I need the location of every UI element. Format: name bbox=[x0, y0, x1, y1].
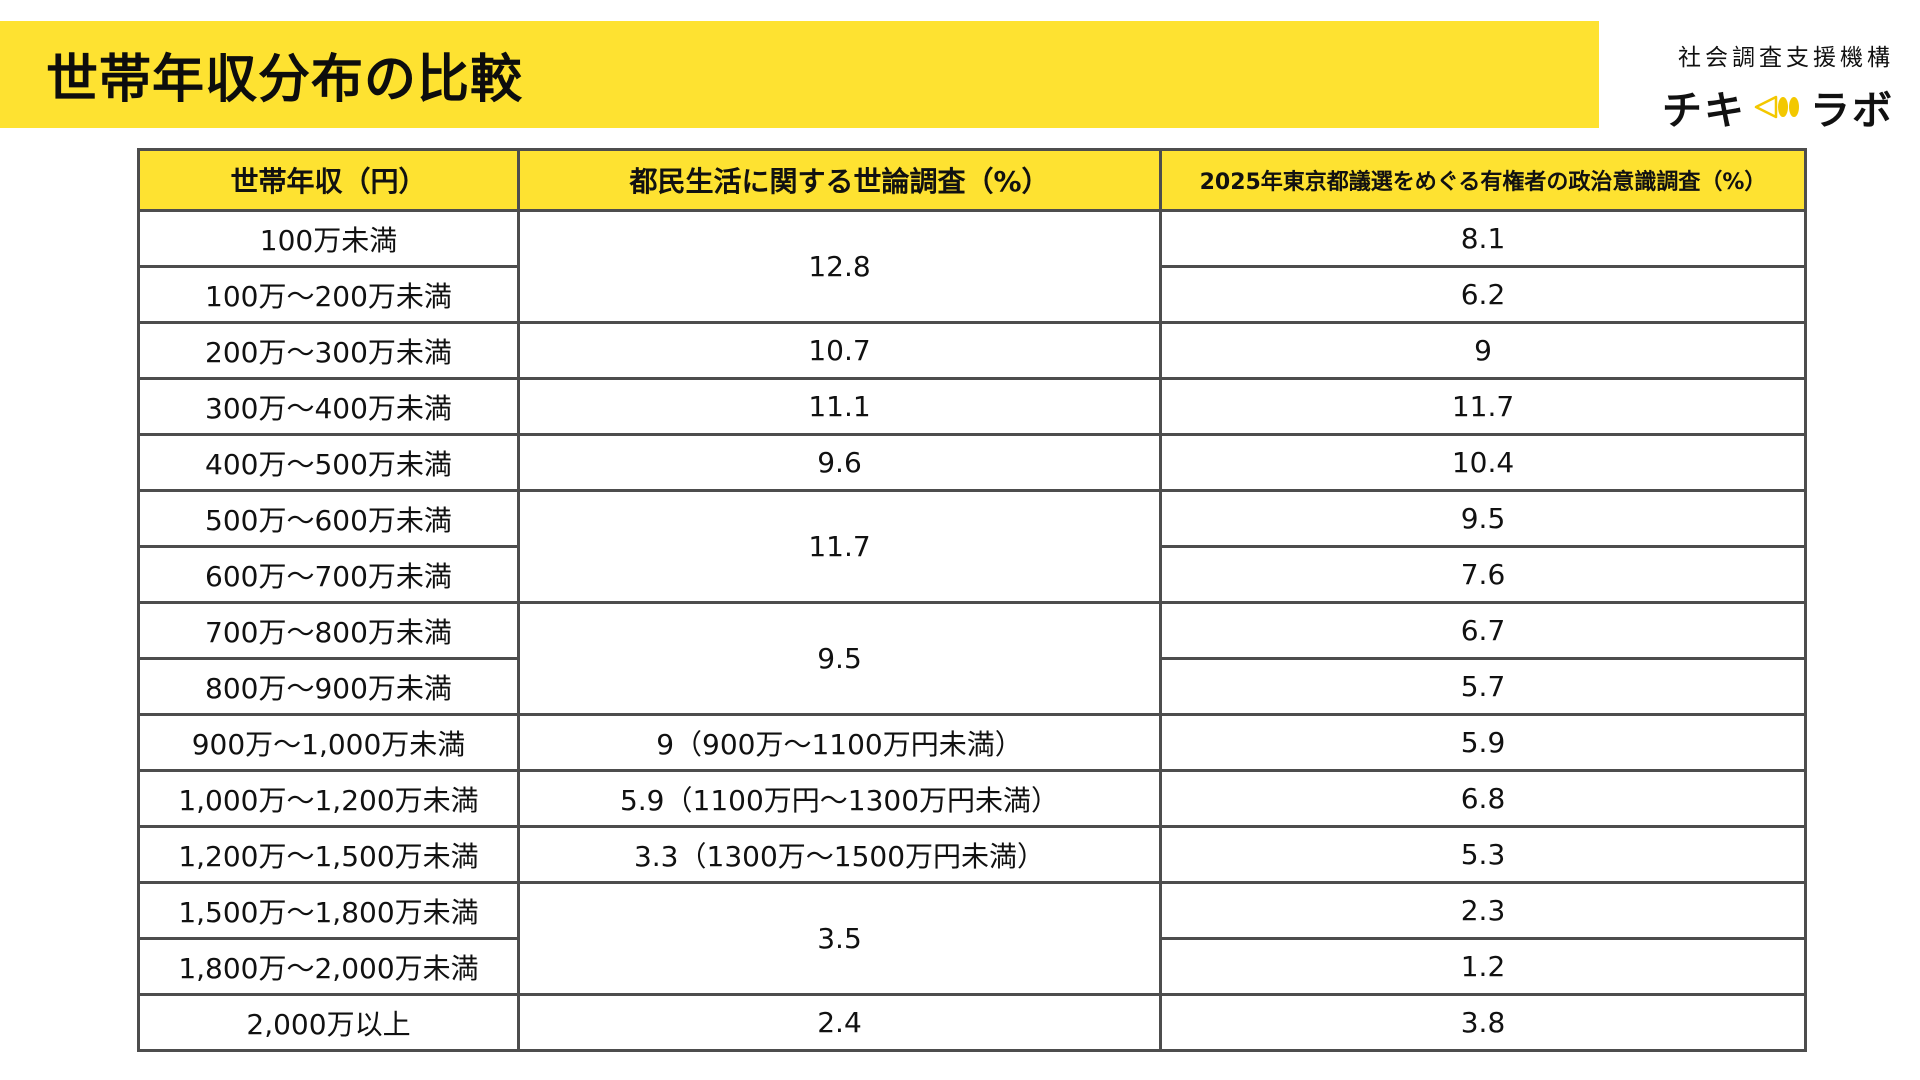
cell-survey-election: 9 bbox=[1159, 321, 1807, 380]
cell-survey-tokyo-life: 9.6 bbox=[517, 433, 1162, 492]
brand-logo: 社会調査支援機構 チキ ラボ bbox=[1632, 38, 1894, 136]
cell-survey-election: 10.4 bbox=[1159, 433, 1807, 492]
cell-income: 600万～700万未満 bbox=[137, 545, 520, 604]
cell-survey-election: 9.5 bbox=[1159, 489, 1807, 548]
cell-survey-election: 6.7 bbox=[1159, 601, 1807, 660]
cell-survey-tokyo-life: 2.4 bbox=[517, 993, 1162, 1052]
header-survey-tokyo-life: 都民生活に関する世論調査（%） bbox=[517, 148, 1162, 212]
table-row: 800万～900万未満 5.7 bbox=[137, 657, 1807, 716]
header-survey-election: 2025年東京都議選をめぐる有権者の政治意識調査（%） bbox=[1159, 148, 1807, 212]
cell-survey-election: 11.7 bbox=[1159, 377, 1807, 436]
cell-survey-election: 3.8 bbox=[1159, 993, 1807, 1052]
cell-survey-election: 5.3 bbox=[1159, 825, 1807, 884]
cell-survey-tokyo-life: 11.7 bbox=[517, 489, 1162, 604]
cell-survey-tokyo-life: 9.5 bbox=[517, 601, 1162, 716]
megaphone-icon bbox=[1754, 94, 1802, 120]
cell-survey-election: 8.1 bbox=[1159, 209, 1807, 268]
table-row: 600万～700万未満 7.6 bbox=[137, 545, 1807, 604]
table-row: 500万～600万未満 11.7 9.5 bbox=[137, 489, 1807, 604]
cell-survey-election: 5.9 bbox=[1159, 713, 1807, 772]
cell-survey-election: 6.2 bbox=[1159, 265, 1807, 324]
title-bar: 世帯年収分布の比較 bbox=[0, 21, 1599, 128]
table-row: 700万～800万未満 9.5 6.7 bbox=[137, 601, 1807, 716]
brand-org-name: 社会調査支援機構 bbox=[1678, 45, 1894, 71]
table-row: 300万～400万未満 11.1 11.7 bbox=[137, 377, 1807, 436]
cell-survey-election: 1.2 bbox=[1159, 937, 1807, 996]
cell-income: 100万～200万未満 bbox=[137, 265, 520, 324]
cell-income: 2,000万以上 bbox=[137, 993, 520, 1052]
cell-income: 1,800万～2,000万未満 bbox=[137, 937, 520, 996]
cell-income: 900万～1,000万未満 bbox=[137, 713, 520, 772]
brand-logo-right-text: ラボ bbox=[1810, 88, 1894, 134]
cell-income: 200万～300万未満 bbox=[137, 321, 520, 380]
cell-income: 1,500万～1,800万未満 bbox=[137, 881, 520, 940]
table-row: 1,200万～1,500万未満 3.3（1300万～1500万円未満） 5.3 bbox=[137, 825, 1807, 884]
table-row: 200万～300万未満 10.7 9 bbox=[137, 321, 1807, 380]
cell-survey-election: 6.8 bbox=[1159, 769, 1807, 828]
table-row: 2,000万以上 2.4 3.8 bbox=[137, 993, 1807, 1052]
cell-survey-tokyo-life: 9（900万～1100万円未満） bbox=[517, 713, 1162, 772]
cell-survey-tokyo-life: 3.5 bbox=[517, 881, 1162, 996]
cell-survey-election: 7.6 bbox=[1159, 545, 1807, 604]
income-comparison-table: 世帯年収（円） 都民生活に関する世論調査（%） 2025年東京都議選をめぐる有権… bbox=[137, 148, 1807, 1052]
table-row: 900万～1,000万未満 9（900万～1100万円未満） 5.9 bbox=[137, 713, 1807, 772]
table-row: 100万未満 12.8 8.1 bbox=[137, 209, 1807, 324]
cell-survey-tokyo-life: 12.8 bbox=[517, 209, 1162, 324]
cell-income: 700万～800万未満 bbox=[137, 601, 520, 660]
brand-logo-row: チキ ラボ bbox=[1632, 78, 1894, 136]
cell-income: 800万～900万未満 bbox=[137, 657, 520, 716]
cell-survey-election: 5.7 bbox=[1159, 657, 1807, 716]
cell-income: 1,200万～1,500万未満 bbox=[137, 825, 520, 884]
cell-income: 1,000万～1,200万未満 bbox=[137, 769, 520, 828]
header-income: 世帯年収（円） bbox=[137, 148, 520, 212]
table-row: 1,000万～1,200万未満 5.9（1100万円～1300万円未満） 6.8 bbox=[137, 769, 1807, 828]
table-row: 1,800万～2,000万未満 1.2 bbox=[137, 937, 1807, 996]
cell-income: 100万未満 bbox=[137, 209, 520, 268]
cell-income: 300万～400万未満 bbox=[137, 377, 520, 436]
cell-survey-tokyo-life: 3.3（1300万～1500万円未満） bbox=[517, 825, 1162, 884]
cell-survey-election: 2.3 bbox=[1159, 881, 1807, 940]
table-row: 100万～200万未満 6.2 bbox=[137, 265, 1807, 324]
cell-survey-tokyo-life: 11.1 bbox=[517, 377, 1162, 436]
cell-income: 400万～500万未満 bbox=[137, 433, 520, 492]
brand-logo-left-text: チキ bbox=[1662, 88, 1746, 134]
cell-survey-tokyo-life: 5.9（1100万円～1300万円未満） bbox=[517, 769, 1162, 828]
table-header-row: 世帯年収（円） 都民生活に関する世論調査（%） 2025年東京都議選をめぐる有権… bbox=[137, 148, 1807, 212]
page-title: 世帯年収分布の比較 bbox=[46, 50, 524, 110]
cell-survey-tokyo-life: 10.7 bbox=[517, 321, 1162, 380]
cell-income: 500万～600万未満 bbox=[137, 489, 520, 548]
table-row: 1,500万～1,800万未満 3.5 2.3 bbox=[137, 881, 1807, 996]
table-row: 400万～500万未満 9.6 10.4 bbox=[137, 433, 1807, 492]
